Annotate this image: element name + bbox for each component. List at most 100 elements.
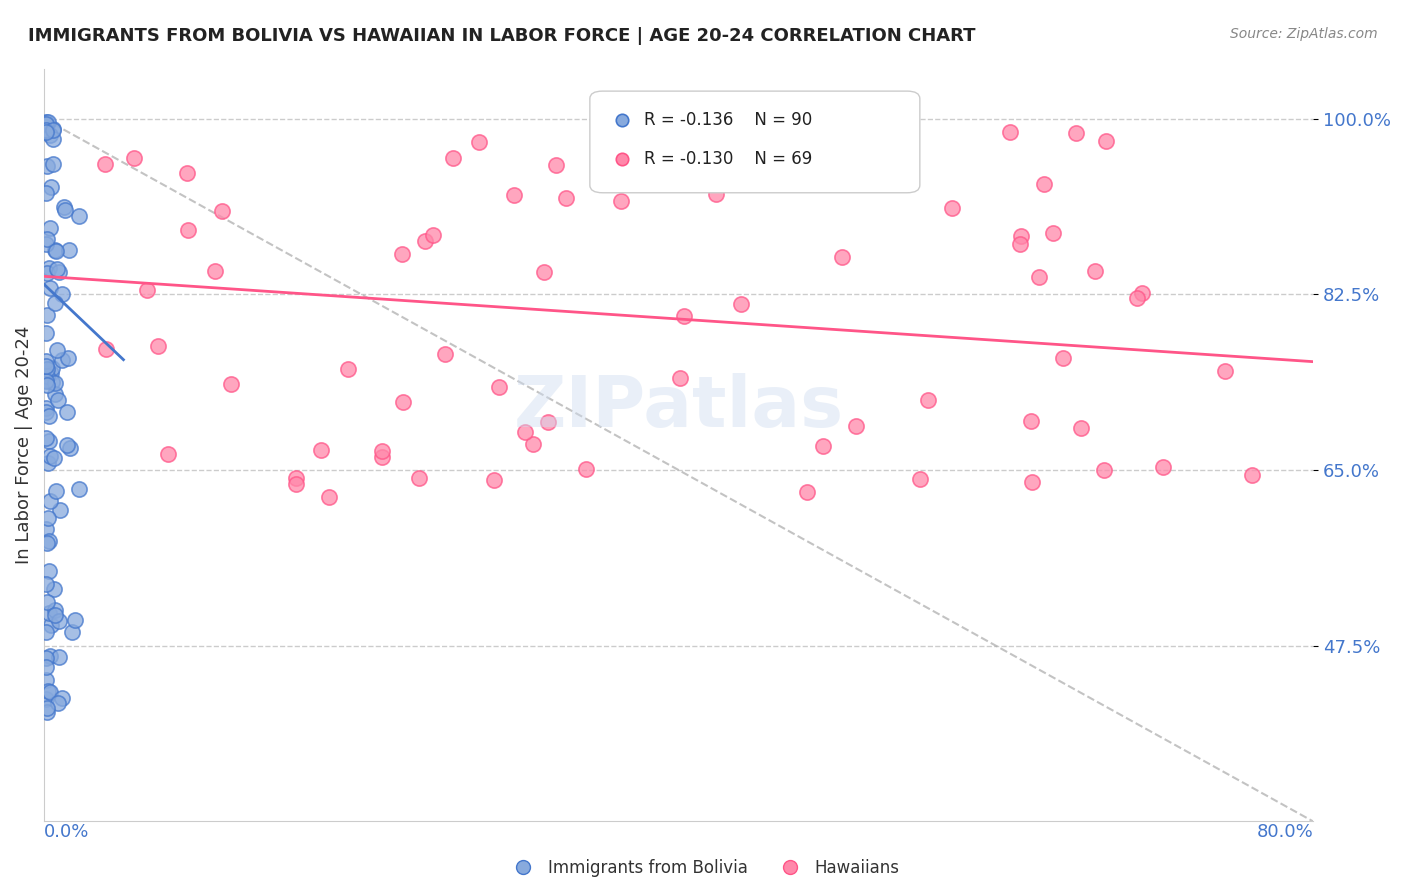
Y-axis label: In Labor Force | Age 20-24: In Labor Force | Age 20-24: [15, 326, 32, 565]
Point: [1021, 475, 1043, 490]
Point: [49, 503, 72, 517]
Point: [673, 310, 696, 324]
Point: [146, 338, 169, 352]
Point: [35, 374, 58, 388]
Point: [37, 456, 59, 470]
Point: [730, 297, 752, 311]
Point: [515, 425, 537, 440]
Point: [284, 471, 307, 485]
Point: [39, 281, 62, 295]
Point: [37, 510, 59, 524]
Point: [1042, 226, 1064, 240]
Point: [1032, 178, 1054, 192]
Point: [502, 187, 524, 202]
Point: [176, 166, 198, 180]
Point: [51, 691, 73, 706]
Point: [94, 342, 117, 356]
Point: [219, 377, 242, 392]
Point: [488, 380, 510, 394]
Point: [1010, 229, 1032, 244]
Legend: Immigrants from Bolivia, Hawaiians: Immigrants from Bolivia, Hawaiians: [499, 853, 907, 884]
Point: [35, 691, 58, 706]
Point: [482, 473, 505, 487]
Point: [35, 373, 58, 387]
Point: [46, 343, 69, 358]
Point: [408, 471, 430, 485]
Point: [67, 209, 90, 223]
Point: [44, 243, 66, 257]
Point: [35, 326, 58, 340]
Text: R = -0.130    N = 69: R = -0.130 N = 69: [644, 150, 813, 168]
Point: [468, 135, 491, 149]
Point: [48, 614, 70, 628]
Point: [37, 368, 59, 383]
Point: [35, 401, 58, 415]
Point: [35, 309, 58, 323]
Point: [42, 122, 65, 136]
Text: ZIPatlas: ZIPatlas: [513, 373, 844, 442]
Point: [42, 123, 65, 137]
Point: [35, 266, 58, 280]
Point: [94, 157, 117, 171]
Point: [204, 264, 226, 278]
Point: [35, 115, 58, 129]
Point: [35, 232, 58, 246]
Point: [58, 351, 80, 365]
Point: [42, 156, 65, 170]
Point: [41, 366, 63, 380]
Text: R = -0.136    N = 90: R = -0.136 N = 90: [644, 111, 813, 128]
Point: [371, 443, 394, 458]
Point: [44, 387, 66, 401]
Point: [46, 392, 69, 407]
Point: [44, 608, 66, 623]
Point: [755, 180, 778, 194]
Point: [35, 159, 58, 173]
Point: [522, 437, 544, 451]
Point: [35, 660, 58, 674]
Point: [434, 346, 457, 360]
Point: [831, 250, 853, 264]
Point: [1052, 351, 1074, 366]
Point: [35, 237, 58, 252]
Point: [35, 522, 58, 536]
Point: [908, 472, 931, 486]
Point: [35, 673, 58, 687]
Point: [1094, 134, 1116, 148]
Point: [51, 353, 73, 368]
Point: [48, 265, 70, 279]
Point: [39, 685, 62, 699]
Point: [391, 395, 413, 409]
Point: [42, 131, 65, 145]
Point: [58, 243, 80, 257]
Point: [39, 648, 62, 663]
Point: [845, 419, 868, 434]
Point: [941, 201, 963, 215]
Point: [1241, 468, 1264, 483]
Point: [38, 220, 60, 235]
Point: [38, 607, 60, 621]
Point: [35, 405, 58, 419]
Point: [67, 482, 90, 496]
Point: [41, 361, 63, 376]
Point: [177, 223, 200, 237]
Point: [35, 625, 58, 640]
FancyBboxPatch shape: [591, 91, 920, 193]
Point: [544, 158, 567, 172]
Point: [37, 536, 59, 550]
Point: [42, 451, 65, 466]
Point: [1126, 292, 1149, 306]
Point: [1064, 126, 1087, 140]
Point: [37, 683, 59, 698]
Point: [35, 705, 58, 719]
Point: [1094, 463, 1116, 477]
Point: [35, 125, 58, 139]
Point: [415, 234, 437, 248]
Point: [51, 287, 73, 301]
Point: [1070, 421, 1092, 435]
Point: [755, 232, 778, 246]
Point: [38, 565, 60, 579]
Point: [38, 434, 60, 449]
Point: [63, 613, 86, 627]
Point: [38, 260, 60, 275]
Point: [575, 461, 598, 475]
